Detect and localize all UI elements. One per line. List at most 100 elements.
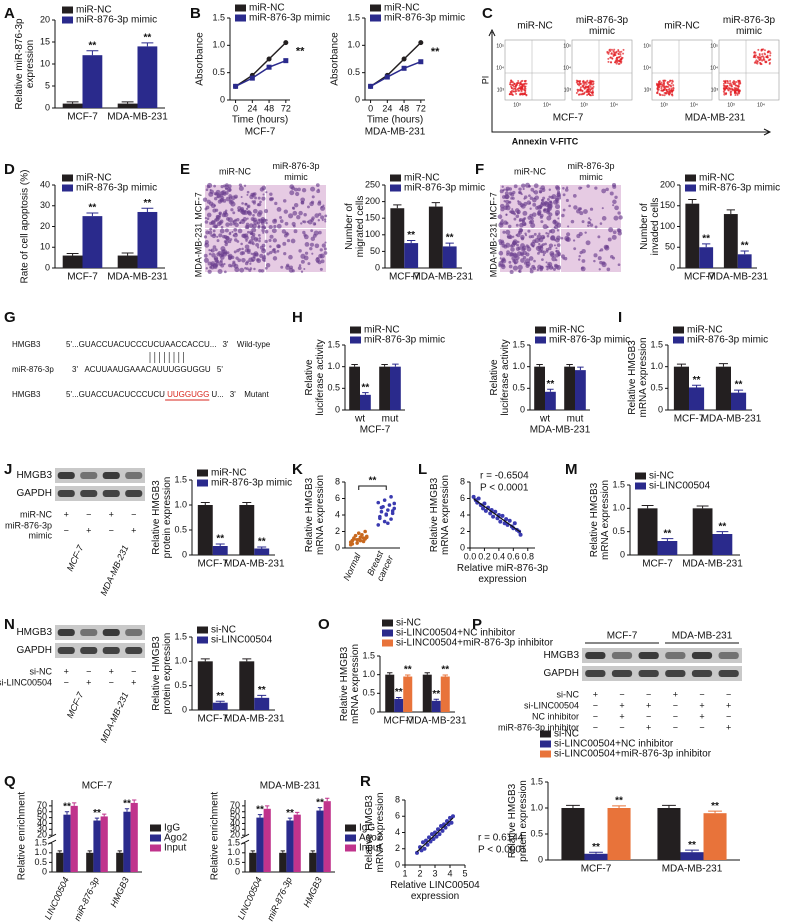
legend-label-group: miR-876-3p mimic	[211, 478, 292, 489]
cell	[244, 261, 249, 266]
cell	[513, 217, 517, 221]
cell	[612, 184, 617, 189]
cell	[526, 246, 532, 252]
condition-sign-group: −	[726, 689, 731, 699]
bar	[123, 811, 131, 872]
x-tick-label: 24	[382, 103, 392, 113]
significance-group: **	[719, 521, 727, 532]
sequence-text: 3'	[72, 365, 78, 374]
cell	[516, 251, 522, 257]
y-tick-label-group: 1.5	[34, 838, 47, 848]
cell	[500, 264, 506, 270]
significance: **	[258, 685, 266, 696]
point	[483, 508, 488, 513]
cell	[532, 266, 537, 271]
cell	[276, 206, 282, 212]
x-tick-label: MDA-MB-231	[406, 716, 467, 727]
event-dot	[761, 53, 764, 56]
legend-swatch	[685, 184, 696, 192]
panel-letter: H	[292, 309, 303, 326]
cell	[508, 260, 512, 264]
event-dot	[723, 92, 726, 95]
cell	[541, 199, 544, 202]
x-tick-label: MDA-MB-231	[107, 272, 168, 283]
subtitle: MCF-7	[245, 127, 276, 138]
error-bar	[536, 364, 543, 367]
error-bar	[64, 811, 70, 815]
condition-sign: −	[646, 689, 651, 699]
y-tick-label: 2	[460, 526, 465, 536]
y-axis-label: Absorbance	[330, 32, 341, 86]
flow-tick-label: 10³	[580, 102, 588, 108]
event-dot	[655, 82, 658, 85]
flow-tick-label: 10³	[564, 87, 572, 93]
cell	[534, 195, 540, 200]
cell	[233, 250, 237, 254]
micrograph	[561, 229, 621, 272]
cell	[543, 208, 547, 212]
cell	[303, 213, 307, 217]
legend-swatch	[673, 336, 684, 344]
event-dot	[583, 91, 586, 94]
legend-label-group: miR-NC	[211, 468, 247, 479]
significance-group: **	[688, 840, 696, 851]
cell	[530, 222, 536, 228]
cell	[514, 208, 520, 213]
event-dot	[521, 84, 524, 87]
error-bar	[215, 700, 225, 703]
bar	[692, 508, 713, 555]
legend-swatch	[635, 472, 646, 480]
event-dot	[729, 82, 732, 85]
sequence-text-group: 3'	[222, 340, 228, 349]
panel-letter: L	[418, 461, 427, 478]
significance: **	[286, 808, 294, 819]
cell	[504, 191, 509, 196]
legend-label: miR-NC	[211, 468, 247, 479]
y-tick-label-group: 0.5	[34, 857, 47, 867]
bar	[279, 852, 287, 872]
x-tick-label-group: MCF-7	[674, 414, 705, 425]
cell	[533, 183, 539, 189]
y-tick-label-group: 100	[365, 229, 380, 239]
cell	[253, 267, 256, 271]
event-dot	[608, 49, 611, 52]
error-bar	[696, 505, 709, 509]
cell	[513, 184, 518, 189]
x-tick-label-group: 24	[382, 103, 392, 113]
event-dot	[665, 92, 668, 95]
condition-sign: +	[699, 711, 704, 721]
subtitle: MDA-MB-231	[260, 781, 321, 792]
cell	[256, 258, 260, 262]
legend-label: miR-NC	[687, 325, 723, 336]
bar	[404, 243, 419, 268]
legend-swatch	[197, 469, 208, 477]
condition-sign-group: +	[64, 666, 69, 676]
event-dot	[662, 80, 665, 83]
cell	[271, 197, 274, 201]
x-tick-label-group: MDA-MB-231	[107, 272, 168, 283]
blot-band	[80, 490, 98, 497]
flow-tick-label: 10³	[513, 102, 521, 108]
significance: **	[404, 665, 412, 676]
y-axis-label: Absorbance	[195, 32, 206, 86]
event-dot	[616, 58, 619, 61]
cell	[537, 245, 542, 250]
legend-label: si-NC	[554, 729, 579, 740]
condition-sign-group: −	[699, 722, 704, 732]
y-tick-label: 1.0	[327, 361, 340, 371]
cell	[203, 235, 208, 239]
panel-letter: E	[180, 161, 190, 178]
cell	[220, 225, 224, 229]
y-axis-label: invaded cells	[650, 198, 661, 256]
event-dot	[510, 91, 513, 94]
cell	[211, 233, 217, 239]
panel-letter-group: R	[360, 773, 371, 790]
bar	[390, 366, 401, 410]
error-bar	[662, 804, 676, 808]
x-tick-label-group: MDA-MB-231	[224, 559, 285, 570]
condition-label-group: si-NC	[557, 689, 580, 699]
condition-sign-group: −	[86, 509, 91, 519]
error-bar	[566, 364, 573, 367]
cell	[601, 207, 604, 210]
